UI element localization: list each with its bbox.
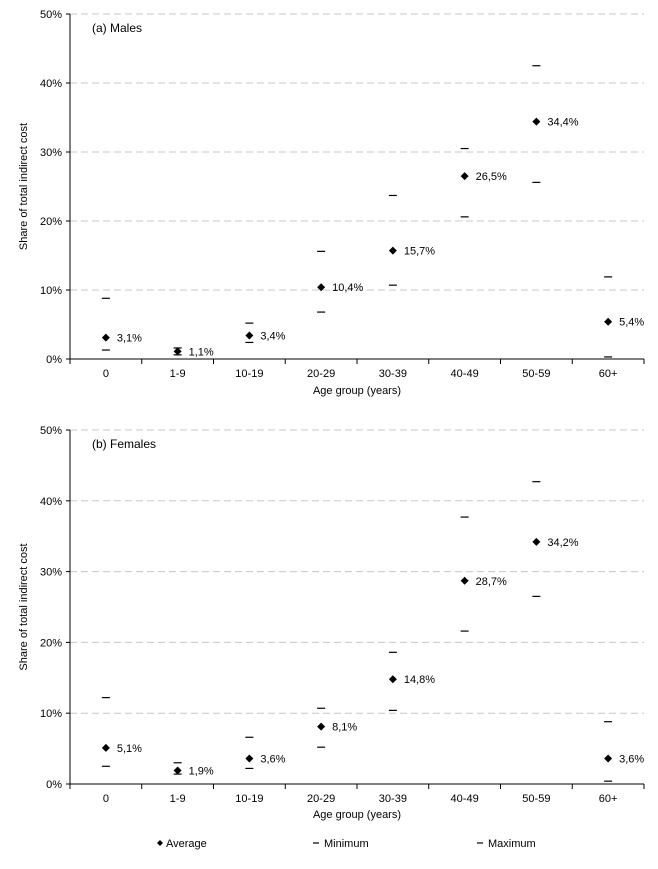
- average-marker: [245, 754, 254, 763]
- average-marker: [101, 333, 110, 342]
- average-marker: [460, 576, 469, 585]
- chart-panel-1: 0% 10% 20% 30% 40% 50% 0 1-9 10-19 20-29 30-39 40-4…: [18, 9, 645, 397]
- legend-average-label: Average: [166, 838, 207, 850]
- legend-minimum-label: Minimum: [324, 838, 369, 850]
- y-tick-label: 50%: [40, 425, 62, 437]
- x-tick-label: 50-59: [522, 793, 550, 805]
- y-axis-title: Share of total indirect cost: [18, 543, 30, 670]
- x-tick-label: 10-19: [235, 793, 263, 805]
- x-tick-label: 30-39: [379, 793, 407, 805]
- y-tick-label: 30%: [40, 147, 62, 159]
- legend: Average Minimum Maximum: [157, 838, 536, 850]
- average-marker: [532, 117, 541, 126]
- average-marker: [101, 743, 110, 752]
- x-axis-title: Age group (years): [313, 385, 401, 397]
- data-label: 14,8%: [404, 674, 435, 686]
- average-marker: [173, 347, 182, 356]
- data-label: 3,4%: [260, 331, 285, 343]
- average-marker: [388, 675, 397, 684]
- y-tick-label: 40%: [40, 496, 62, 508]
- average-marker: [245, 331, 254, 340]
- data-label: 3,6%: [260, 754, 285, 766]
- data-label: 10,4%: [332, 282, 363, 294]
- x-tick-label: 1-9: [170, 368, 186, 380]
- average-marker: [604, 317, 613, 326]
- x-axis-title: Age group (years): [313, 809, 401, 821]
- y-tick-label: 50%: [40, 9, 62, 21]
- data-label: 1,1%: [189, 346, 214, 358]
- y-tick-label: 30%: [40, 567, 62, 579]
- x-tick-label: 40-49: [451, 368, 479, 380]
- y-tick-label: 20%: [40, 216, 62, 228]
- x-tick-label: 10-19: [235, 368, 263, 380]
- legend-average-swatch: [157, 840, 163, 846]
- y-tick-label: 20%: [40, 637, 62, 649]
- data-label: 26,5%: [476, 171, 507, 183]
- average-marker: [317, 722, 326, 731]
- average-marker: [460, 172, 469, 181]
- average-marker: [388, 246, 397, 255]
- x-tick-label: 0: [103, 368, 109, 380]
- legend-maximum-label: Maximum: [488, 838, 536, 850]
- x-tick-label: 40-49: [451, 793, 479, 805]
- data-label: 3,1%: [117, 333, 142, 345]
- chart-panel-2: 0% 10% 20% 30% 40% 50% 0 1-9 10-19 20-29 30-39 40-4…: [18, 425, 645, 821]
- data-label: 5,4%: [619, 317, 644, 329]
- average-marker: [173, 766, 182, 775]
- x-tick-label: 60+: [599, 368, 618, 380]
- average-marker: [532, 537, 541, 546]
- y-tick-label: 0%: [46, 354, 62, 366]
- data-label: 5,1%: [117, 743, 142, 755]
- y-tick-label: 10%: [40, 708, 62, 720]
- x-tick-label: 60+: [599, 793, 618, 805]
- average-marker: [317, 283, 326, 292]
- panel-title: (a) Males: [92, 21, 142, 35]
- x-tick-label: 30-39: [379, 368, 407, 380]
- x-tick-label: 1-9: [170, 793, 186, 805]
- data-label: 28,7%: [476, 576, 507, 588]
- y-tick-label: 0%: [46, 779, 62, 791]
- y-tick-label: 40%: [40, 78, 62, 90]
- panel-title: (b) Females: [92, 437, 156, 451]
- data-label: 34,4%: [547, 117, 578, 129]
- y-tick-label: 10%: [40, 285, 62, 297]
- data-label: 15,7%: [404, 246, 435, 258]
- x-tick-label: 20-29: [307, 368, 335, 380]
- data-label: 3,6%: [619, 754, 644, 766]
- x-tick-label: 50-59: [522, 368, 550, 380]
- y-axis-title: Share of total indirect cost: [18, 123, 30, 250]
- x-tick-label: 20-29: [307, 793, 335, 805]
- data-label: 8,1%: [332, 722, 357, 734]
- x-tick-label: 0: [103, 793, 109, 805]
- data-label: 34,2%: [547, 537, 578, 549]
- average-marker: [604, 754, 613, 763]
- data-label: 1,9%: [189, 766, 214, 778]
